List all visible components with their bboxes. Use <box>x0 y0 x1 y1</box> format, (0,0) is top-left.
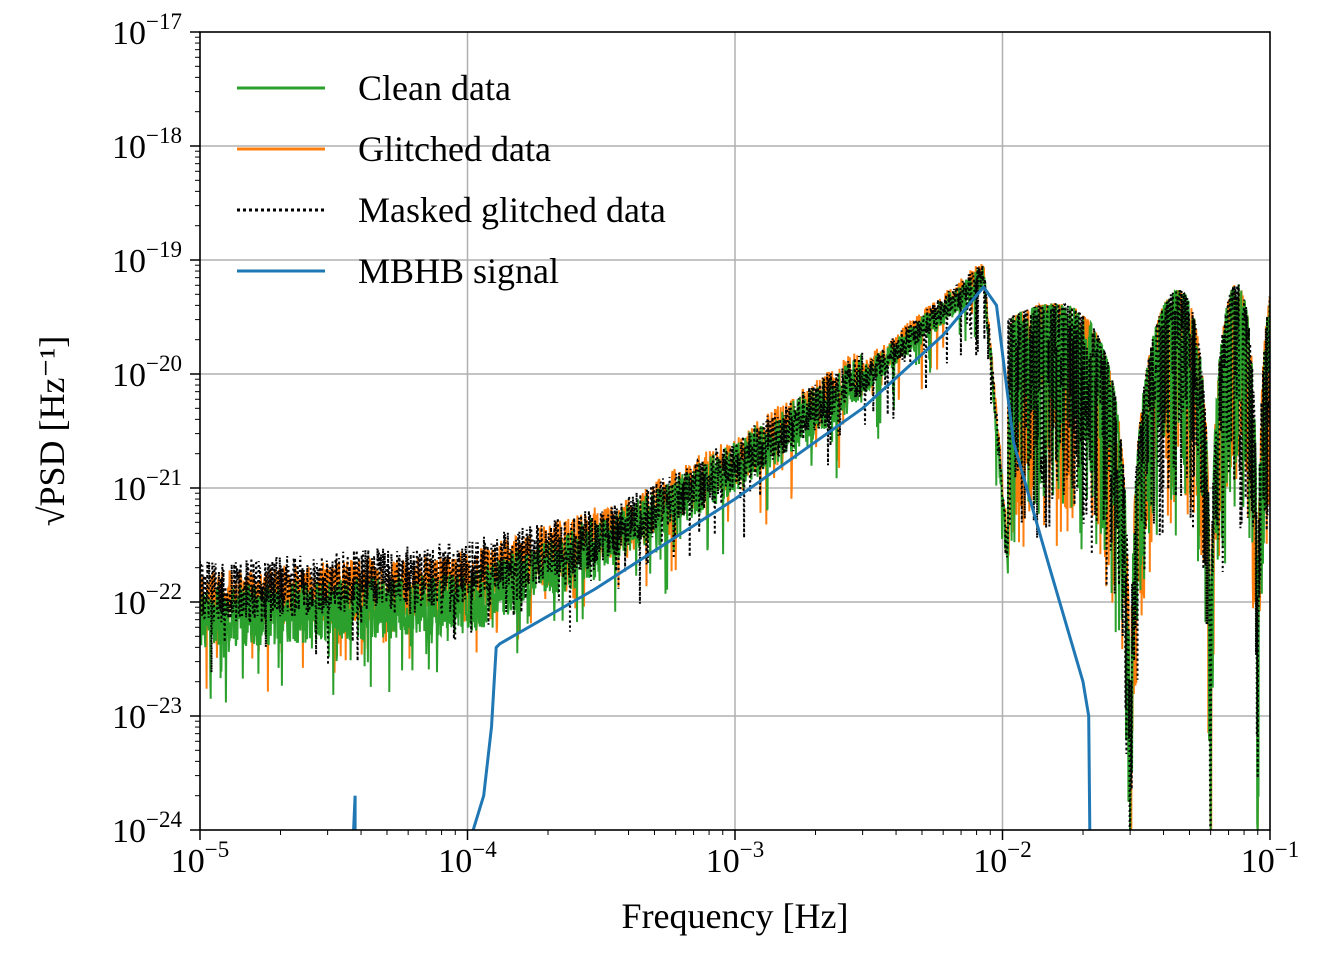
y-tick-label: 10−23 <box>112 693 182 736</box>
y-tick-label: 10−21 <box>112 465 182 508</box>
x-tick-label: 10−1 <box>1241 837 1299 880</box>
series-masked-glitched-data <box>200 265 1270 830</box>
series-clean-data <box>200 265 1270 830</box>
y-tick-label: 10−24 <box>112 807 182 850</box>
major-ticks <box>190 31 1271 840</box>
minor-ticks <box>195 36 1259 835</box>
x-tick-labels: 10−5 10−4 10−3 10−2 10−1 <box>171 837 1299 880</box>
legend-label: Clean data <box>358 68 511 108</box>
series-mbhb-signal <box>471 285 1092 830</box>
legend-label: Glitched data <box>358 129 551 169</box>
legend-label: MBHB signal <box>358 251 559 291</box>
y-tick-label: 10−17 <box>112 9 182 52</box>
series-layer <box>200 264 1270 830</box>
x-tick-label: 10−2 <box>973 837 1031 880</box>
series-mbhb-spike <box>352 795 357 830</box>
y-tick-label: 10−19 <box>112 237 182 280</box>
legend: Clean data Glitched data Masked glitched d… <box>237 68 666 291</box>
y-axis-title: √PSD [Hz⁻¹] <box>32 336 72 527</box>
y-tick-label: 10−22 <box>112 579 182 622</box>
x-axis-title: Frequency [Hz] <box>622 896 849 936</box>
y-tick-labels: 10−24 10−23 10−22 10−21 10−20 10−19 10−18 10−17 <box>112 9 182 850</box>
x-tick-label: 10−5 <box>171 837 229 880</box>
legend-label: Masked glitched data <box>358 190 666 230</box>
x-tick-label: 10−3 <box>706 837 764 880</box>
y-tick-label: 10−18 <box>112 123 182 166</box>
y-tick-label: 10−20 <box>112 351 182 394</box>
x-tick-label: 10−4 <box>438 837 497 880</box>
